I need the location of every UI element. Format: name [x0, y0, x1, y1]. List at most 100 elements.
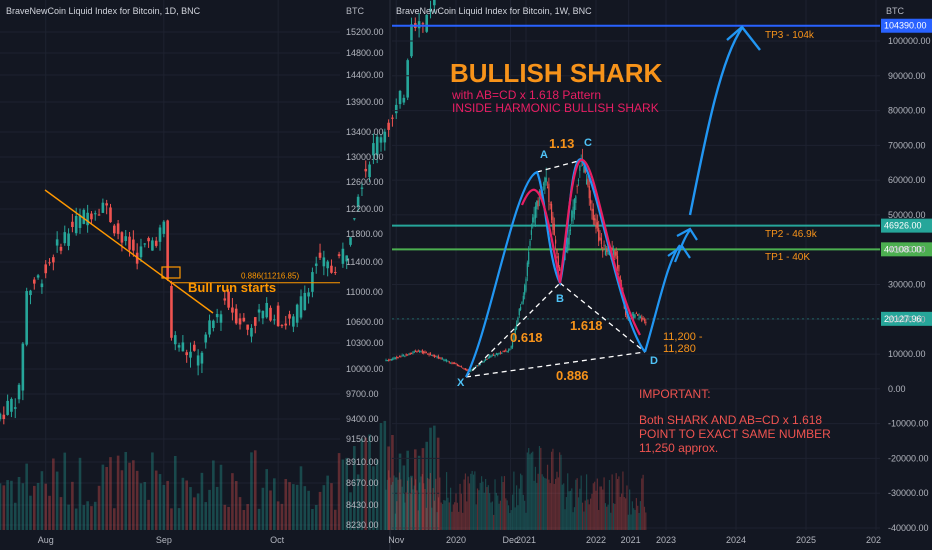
price-tag-text: 20127.96 [884, 314, 922, 324]
weekly-candle-body [460, 366, 462, 368]
daily-candle-body [314, 263, 318, 266]
weekly-volume-bar [409, 493, 411, 530]
daily-volume-bar [17, 476, 21, 530]
weekly-price-axis[interactable]: 100000.00 90000.00 80000.00 70000.00 60000.0… [888, 36, 931, 533]
weekly-volume-bar [513, 471, 515, 530]
daily-volume-bar [394, 477, 398, 530]
weekly-volume-bar [424, 489, 426, 530]
weekly-price-tick: 50000.00 [888, 210, 926, 220]
weekly-candle-body [431, 354, 433, 356]
weekly-candle-body [600, 238, 602, 245]
weekly-volume-bar [503, 476, 506, 530]
daily-candle-body [391, 117, 394, 119]
daily-trendline[interactable] [44, 189, 214, 314]
weekly-volume-bar [506, 500, 508, 530]
weekly-volume-bar [549, 483, 551, 530]
pattern-point-c: C [584, 137, 592, 149]
weekly-candle-body [635, 312, 637, 314]
daily-candle-body [394, 104, 398, 114]
weekly-candle-body [565, 247, 567, 253]
daily-price-tick: 12600.00 [346, 177, 384, 187]
weekly-time-tick: 2020 [446, 535, 466, 545]
weekly-candle-body [436, 356, 438, 358]
daily-candle-body [193, 344, 196, 351]
weekly-candle-body [466, 369, 468, 371]
important-line-1: Both SHARK AND AB=CD x 1.618 [639, 413, 822, 427]
weekly-candle-body [447, 360, 449, 362]
weekly-candle-body [598, 228, 600, 242]
weekly-volume-bar [456, 502, 458, 530]
weekly-volume-bar [447, 497, 449, 530]
weekly-volume-bar [629, 489, 631, 530]
weekly-target-lines[interactable]: 104390.00 46926.00 40108.00 20127.96 [392, 18, 932, 326]
weekly-candle-body [594, 218, 596, 221]
weekly-volume-bar [620, 493, 623, 530]
weekly-volume-bar [571, 488, 573, 530]
daily-volume-bar [55, 471, 59, 530]
daily-volume-bar [269, 490, 272, 530]
weekly-candle-body [514, 327, 516, 335]
weekly-volume-bar [611, 474, 613, 530]
weekly-volume-bar [510, 510, 512, 530]
projection-arrows[interactable] [643, 25, 761, 353]
weekly-volume-bar [444, 500, 446, 530]
weekly-candle-body [397, 357, 399, 359]
weekly-volume-bar [585, 474, 588, 530]
weekly-volume-bar [423, 483, 425, 530]
weekly-volume-bar [402, 492, 405, 530]
daily-volume-bar [273, 478, 276, 530]
daily-candle-body [383, 131, 387, 143]
weekly-chart-panel[interactable]: 104390.00 46926.00 40108.00 20127.96 BULLIS… [385, 0, 932, 545]
daily-candle-body [349, 237, 352, 245]
weekly-candle-body [614, 250, 616, 258]
daily-candle-body [154, 240, 158, 246]
weekly-candle-body [546, 186, 549, 189]
daily-candle-body [132, 239, 135, 251]
weekly-volume-bar [468, 483, 471, 530]
weekly-price-tick: 20000.00 [888, 314, 926, 324]
daily-volume-bar [421, 448, 425, 530]
daily-volume-bar [257, 508, 261, 530]
daily-chart-panel[interactable]: 0.886(11216.85) Bull run starts BraveNew… [0, 0, 641, 545]
weekly-volume-bar [388, 470, 390, 530]
weekly-candle-body [583, 166, 585, 173]
weekly-price-tick: -40000.00 [888, 523, 929, 533]
breakout-box[interactable] [161, 266, 181, 279]
daily-volume-bar [181, 477, 185, 530]
daily-time-axis[interactable]: Aug Sep Oct Nov Dec 2021 [38, 535, 641, 545]
daily-candle-body [231, 307, 234, 313]
daily-candle-body [55, 239, 59, 246]
weekly-price-tick: 40000.00 [888, 245, 926, 255]
weekly-volume-bar [462, 512, 464, 530]
weekly-volume-bar [573, 507, 576, 530]
daily-candle-body [223, 298, 227, 301]
daily-candle-body [356, 196, 360, 207]
daily-candle-body [261, 310, 265, 319]
weekly-volume-bar [575, 479, 577, 530]
weekly-volume-bar [580, 475, 582, 530]
weekly-candle-body [432, 354, 434, 357]
weekly-candle-body [476, 365, 479, 367]
daily-candles[interactable] [0, 0, 439, 425]
weekly-volume-bar [437, 497, 440, 530]
weekly-volume-bar [602, 489, 604, 530]
weekly-volume-bar [406, 480, 409, 530]
price-tag-bg [881, 18, 932, 33]
daily-volume-bar [86, 501, 89, 530]
daily-candle-body [250, 327, 253, 337]
daily-volume-bar [413, 449, 417, 530]
weekly-time-axis[interactable]: 2020 2021 2022 2023 2024 2025 202 [446, 535, 881, 545]
daily-volume-bar [242, 509, 246, 530]
weekly-candle-body [603, 245, 605, 247]
weekly-candle-body [552, 216, 554, 230]
weekly-candle-body [585, 179, 588, 185]
daily-price-axis[interactable]: 15200.00 14800.00 14400.00 13900.00 13400.00… [346, 27, 384, 530]
daily-price-tick: 8670.00 [346, 478, 379, 488]
weekly-candle-body [463, 368, 465, 370]
price-tag-text: 104390.00 [884, 21, 927, 31]
daily-candle-body [330, 265, 333, 273]
weekly-candle-body [505, 349, 507, 351]
daily-candle-body [158, 227, 162, 242]
harmonic-pattern-lines[interactable] [465, 158, 646, 378]
weekly-candle-body [518, 308, 520, 316]
